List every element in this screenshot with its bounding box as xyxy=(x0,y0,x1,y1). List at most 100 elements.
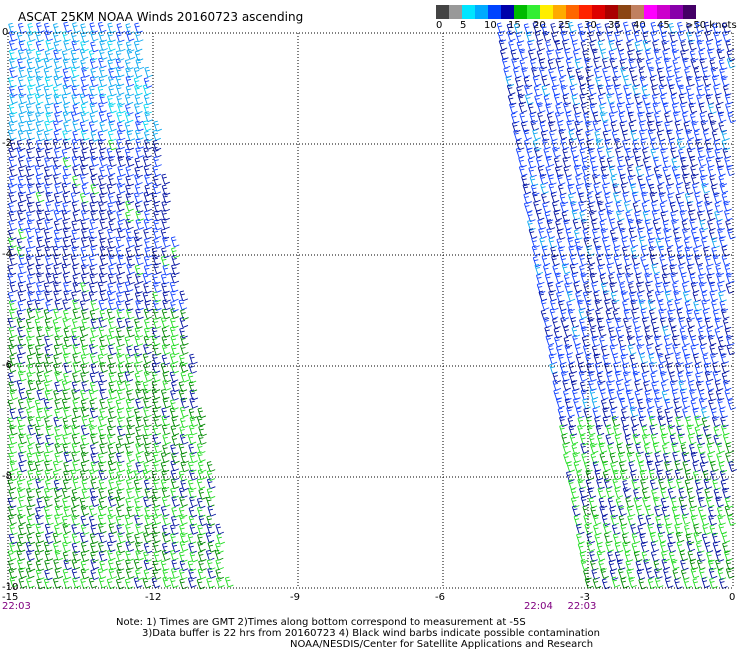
wind-barb xyxy=(581,157,591,169)
wind-barb xyxy=(134,335,144,347)
wind-barb xyxy=(624,381,633,393)
wind-barb xyxy=(17,514,26,525)
wind-barb xyxy=(651,201,660,213)
wind-barb xyxy=(61,209,71,221)
wind-barb xyxy=(577,478,586,490)
wind-barb xyxy=(35,470,45,482)
wind-barb xyxy=(600,48,609,60)
wind-barb xyxy=(648,309,658,321)
colorbar-segment xyxy=(501,5,514,19)
wind-barb xyxy=(26,93,36,105)
wind-barb xyxy=(89,76,99,88)
wind-barb xyxy=(659,202,669,214)
wind-barb xyxy=(562,389,572,401)
wind-barb xyxy=(619,121,629,133)
wind-barb xyxy=(53,264,62,276)
wind-barb xyxy=(594,299,604,310)
wind-barb xyxy=(702,470,712,482)
wind-barb xyxy=(626,568,635,580)
wind-barb xyxy=(27,273,36,285)
wind-barb xyxy=(54,425,63,437)
wind-barb xyxy=(661,550,670,562)
wind-barb xyxy=(16,238,26,250)
wind-barb xyxy=(206,515,215,527)
wind-barb xyxy=(54,435,64,446)
wind-barb xyxy=(134,50,144,62)
wind-barb xyxy=(43,506,53,518)
wind-barb xyxy=(116,542,126,554)
wind-barb xyxy=(671,335,681,347)
wind-barb xyxy=(143,397,152,409)
wind-barb xyxy=(153,506,163,517)
wind-barb xyxy=(34,399,44,411)
wind-barb xyxy=(663,57,673,69)
wind-barb xyxy=(27,469,36,481)
wind-barb xyxy=(106,541,116,553)
wind-barb xyxy=(99,192,108,204)
wind-barb xyxy=(549,363,558,375)
wind-barb xyxy=(531,237,540,249)
wind-barb xyxy=(635,443,644,455)
wind-barb xyxy=(675,129,685,141)
wind-barb xyxy=(661,558,671,570)
wind-barb xyxy=(162,514,171,526)
wind-barb xyxy=(627,175,637,186)
wind-barb xyxy=(579,265,588,276)
wind-barb xyxy=(717,514,726,526)
wind-barb xyxy=(572,335,581,346)
wind-barb xyxy=(654,568,663,580)
wind-barb xyxy=(660,433,670,445)
wind-barb xyxy=(97,354,107,365)
wind-barb xyxy=(125,407,135,419)
wind-barb xyxy=(701,299,710,311)
wind-barb xyxy=(710,66,720,78)
wind-barb xyxy=(546,113,556,124)
wind-barb xyxy=(44,479,54,491)
wind-barb xyxy=(62,227,72,239)
wind-barb xyxy=(106,433,116,445)
wind-barb xyxy=(658,76,668,88)
wind-barb xyxy=(616,389,626,401)
wind-barb xyxy=(552,318,561,330)
wind-barb xyxy=(117,372,127,384)
wind-barb xyxy=(124,578,134,590)
wind-barb xyxy=(681,220,691,231)
wind-barb xyxy=(206,577,215,589)
wind-barb xyxy=(135,452,145,464)
wind-barb xyxy=(34,425,44,437)
wind-barb xyxy=(699,112,709,124)
wind-barb xyxy=(681,451,691,463)
wind-barb xyxy=(153,282,162,293)
wind-barb xyxy=(180,461,190,473)
wind-barb xyxy=(81,228,90,239)
wind-barb xyxy=(715,551,725,562)
wind-barb xyxy=(675,416,684,428)
wind-barb xyxy=(561,433,570,445)
wind-barb xyxy=(551,255,560,267)
wind-barb xyxy=(610,121,620,133)
wind-speed-colorbar xyxy=(436,5,696,19)
wind-barb xyxy=(171,567,180,579)
wind-barb xyxy=(17,290,27,302)
wind-barb xyxy=(27,363,36,375)
wind-barb xyxy=(709,59,719,71)
wind-barb xyxy=(79,469,89,481)
wind-barb xyxy=(18,121,27,133)
wind-barb xyxy=(579,210,588,222)
wind-barb xyxy=(125,67,134,79)
wind-barb xyxy=(657,532,667,544)
wind-barb xyxy=(197,407,207,419)
wind-barb xyxy=(717,345,727,357)
wind-barb xyxy=(567,308,577,320)
wind-barb xyxy=(672,569,682,580)
wind-barb xyxy=(135,398,144,410)
wind-barb xyxy=(162,379,171,391)
wind-barb xyxy=(560,84,570,96)
wind-barb xyxy=(610,291,620,303)
wind-barb xyxy=(725,559,735,571)
wind-barb xyxy=(602,522,612,534)
wind-barb xyxy=(542,30,552,42)
wind-barb xyxy=(614,31,623,43)
wind-barb xyxy=(63,406,72,418)
wind-barb xyxy=(35,514,44,526)
